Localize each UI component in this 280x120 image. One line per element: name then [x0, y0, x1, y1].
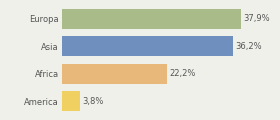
Bar — [62, 9, 241, 29]
Bar — [62, 91, 80, 111]
Text: 36,2%: 36,2% — [236, 42, 262, 51]
Text: 3,8%: 3,8% — [82, 97, 104, 106]
Text: 37,9%: 37,9% — [244, 14, 270, 23]
Bar — [62, 64, 167, 84]
Bar — [62, 36, 233, 56]
Text: 22,2%: 22,2% — [169, 69, 196, 78]
